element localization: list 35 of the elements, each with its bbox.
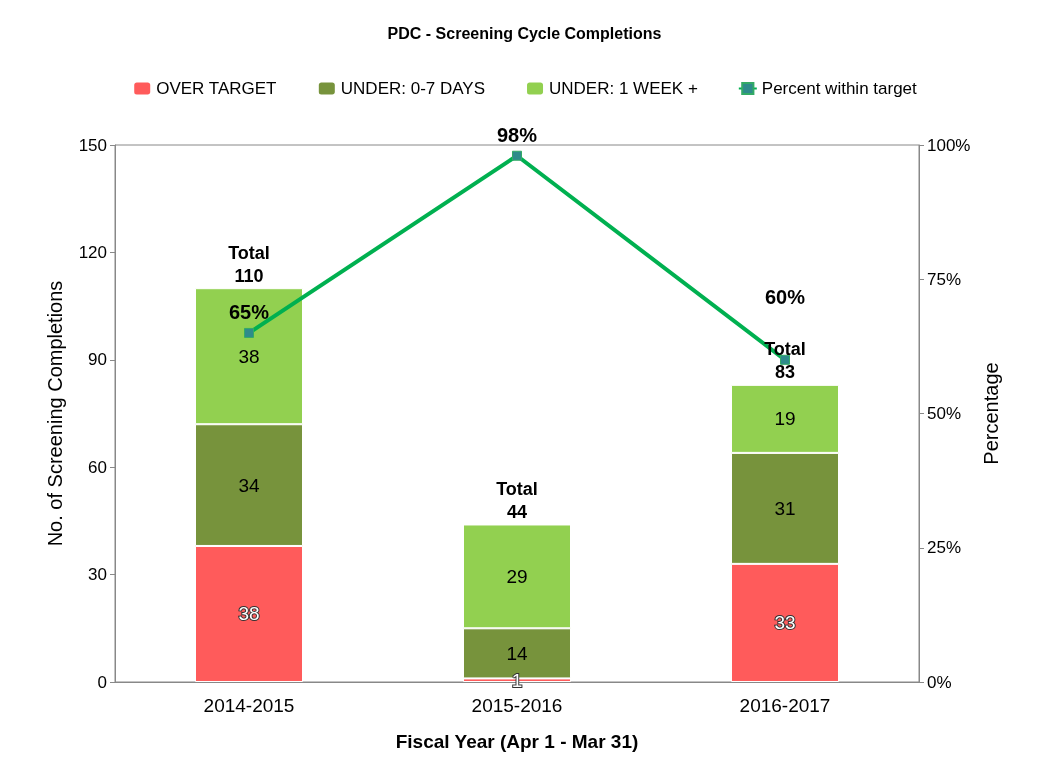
y2-tick-label: 25%: [927, 538, 962, 558]
y-axis-title: No. of Screening Completions: [44, 280, 66, 547]
data-label: 31: [774, 497, 796, 519]
y2-tick-label: 100%: [927, 135, 971, 155]
data-label: 60%: [764, 285, 806, 308]
total-label: Total 44: [496, 478, 538, 522]
y2-tick-label: 0%: [927, 672, 952, 692]
data-label: 19: [774, 408, 796, 430]
legend-label: Percent within target: [761, 79, 918, 98]
y-tick-label: 150: [78, 135, 107, 155]
total-label: Total 110: [228, 242, 270, 286]
y-tick-label: 60: [88, 457, 107, 477]
legend-label: UNDER: 1 WEEK +: [549, 79, 698, 98]
y2-axis-title: Percentage: [980, 362, 1003, 465]
y-tick-label: 120: [78, 242, 107, 262]
data-label: 65%: [228, 300, 270, 323]
data-label: 38: [238, 603, 260, 625]
data-label: 33: [774, 612, 796, 634]
data-label: 38: [238, 345, 260, 367]
y-tick-label: 90: [88, 350, 107, 370]
chart-title: PDC - Screening Cycle Completions: [387, 24, 662, 42]
x-axis-title: Fiscal Year (Apr 1 - Mar 31): [395, 731, 639, 752]
y2-tick-label: 50%: [927, 404, 962, 423]
legend-label: OVER TARGET: [156, 79, 277, 98]
x-tick-label: 2016-2017: [739, 695, 831, 716]
data-label: 29: [506, 565, 528, 587]
y-tick-label: 0: [97, 672, 107, 692]
x-tick-label: 2014-2015: [203, 695, 295, 716]
legend-label: UNDER: 0-7 DAYS: [340, 79, 486, 98]
data-label: 34: [238, 474, 260, 496]
y-tick-label: 30: [88, 565, 107, 585]
y2-tick-label: 75%: [927, 269, 962, 289]
x-tick-label: 2015-2016: [471, 695, 563, 716]
data-label: 98%: [496, 123, 538, 146]
data-label: 14: [506, 642, 528, 664]
